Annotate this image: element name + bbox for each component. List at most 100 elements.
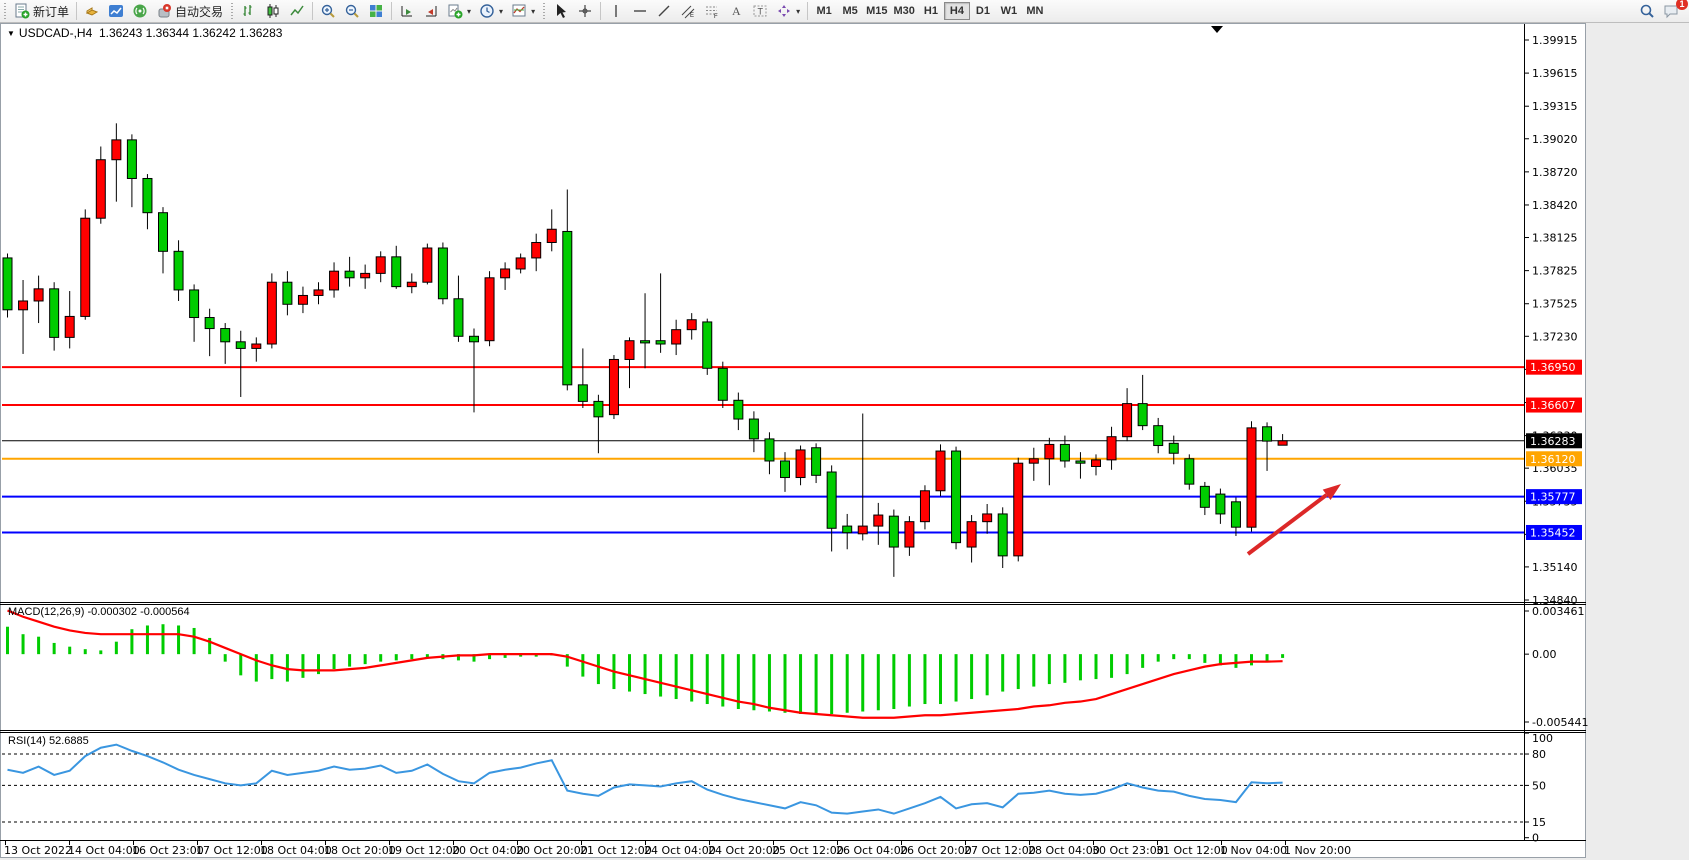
timeframe-m15-button[interactable]: M15: [863, 2, 890, 20]
auto-scroll-button[interactable]: [395, 1, 419, 21]
timeframe-group: M1 M5 M15 M30 H1 H4 D1 W1 MN: [811, 2, 1048, 20]
dropdown-arrow-icon: ▾: [499, 6, 504, 16]
channel-icon: E: [681, 5, 695, 19]
bar-chart-type-button[interactable]: [237, 1, 261, 21]
svg-text:1.35777: 1.35777: [1530, 491, 1576, 504]
trend-arrow[interactable]: [1246, 484, 1341, 556]
candlestick-chart-type-button[interactable]: [261, 1, 285, 21]
svg-text:20 Oct 20:00: 20 Oct 20:00: [516, 844, 588, 857]
timeframe-m1-button[interactable]: M1: [811, 2, 837, 20]
new-order-button[interactable]: 新订单: [10, 1, 73, 21]
symbol-dropdown-icon[interactable]: ▼: [7, 29, 15, 38]
timeframe-mn-button[interactable]: MN: [1022, 2, 1048, 20]
svg-text:T: T: [758, 7, 764, 17]
equidistant-channel-button[interactable]: E: [676, 1, 700, 21]
svg-text:1.38720: 1.38720: [1532, 166, 1578, 179]
svg-text:1.39915: 1.39915: [1532, 34, 1578, 47]
new-order-label: 新订单: [33, 4, 70, 19]
timeframe-m30-button[interactable]: M30: [891, 2, 918, 20]
hline-1.36950[interactable]: 1.36950: [2, 359, 1582, 375]
search-button[interactable]: [1635, 1, 1659, 21]
hline-1.35452[interactable]: 1.35452: [2, 524, 1582, 540]
timeframe-m5-button[interactable]: M5: [837, 2, 863, 20]
svg-text:1.39020: 1.39020: [1532, 133, 1578, 146]
toolbar-separator: [76, 2, 78, 20]
pane-frame: [0, 24, 1586, 841]
arrows-button[interactable]: ▾: [772, 1, 804, 21]
dropdown-arrow-icon: ▾: [531, 6, 536, 16]
vertical-line-button[interactable]: [604, 1, 628, 21]
toolbar-grip[interactable]: [542, 3, 548, 19]
main-toolbar: 新订单 自动交易 ▾ ▾: [0, 0, 1689, 23]
chart-shift-icon: [426, 6, 437, 17]
timeframe-h4-button[interactable]: H4: [943, 2, 970, 20]
auto-trading-button[interactable]: 自动交易: [152, 1, 227, 21]
template-chart-icon: [512, 4, 526, 17]
community-chart-icon: [109, 5, 124, 17]
svg-text:1.36120: 1.36120: [1530, 453, 1576, 466]
svg-text:1.35140: 1.35140: [1532, 561, 1578, 574]
clock-icon: [480, 4, 494, 18]
svg-text:24 Oct 20:00: 24 Oct 20:00: [708, 844, 780, 857]
template-button[interactable]: ▾: [507, 1, 539, 21]
auto-trading-label: 自动交易: [175, 4, 224, 19]
community-button[interactable]: [104, 1, 128, 21]
timeframe-d1-button[interactable]: D1: [970, 2, 996, 20]
trendline-button[interactable]: [652, 1, 676, 21]
chart-shift-marker[interactable]: [1211, 26, 1223, 33]
hline-1.36283[interactable]: 1.36283: [2, 433, 1582, 449]
timeframe-h1-button[interactable]: H1: [918, 2, 944, 20]
crosshair-button[interactable]: [573, 1, 597, 21]
charts-bar-button[interactable]: [80, 1, 104, 21]
macd-layer[interactable]: 0.003461 0.00 -0.005441: [6, 605, 1588, 729]
svg-text:1.39315: 1.39315: [1532, 100, 1578, 113]
line-chart-type-button[interactable]: [285, 1, 309, 21]
svg-text:16 Oct 23:00: 16 Oct 23:00: [132, 844, 204, 857]
period-clock-button[interactable]: ▾: [475, 1, 507, 21]
hline-1.36607[interactable]: 1.36607: [2, 397, 1582, 413]
horizontal-line-icon: [634, 10, 647, 12]
horizontal-line-button[interactable]: [628, 1, 652, 21]
tile-windows-icon: [370, 5, 383, 17]
text-label-button[interactable]: T: [748, 1, 772, 21]
svg-text:1.37825: 1.37825: [1532, 265, 1578, 278]
zoom-in-button[interactable]: [316, 1, 340, 21]
notifications-button[interactable]: 1: [1659, 0, 1688, 21]
svg-text:100: 100: [1532, 732, 1553, 745]
svg-text:A: A: [732, 4, 741, 18]
svg-text:26 Oct 04:00: 26 Oct 04:00: [836, 844, 908, 857]
candles-layer[interactable]: [2, 123, 1288, 577]
hline-1.36120[interactable]: 1.36120: [2, 451, 1582, 467]
rsi-layer[interactable]: 100 80 50 15 0: [2, 732, 1553, 845]
price-axis[interactable]: 1.39915 1.39615 1.39315 1.39020 1.38720 1.384…: [1524, 34, 1578, 607]
fibonacci-button[interactable]: F: [700, 1, 724, 21]
toolbar-separator: [600, 2, 602, 20]
svg-text:24 Oct 04:00: 24 Oct 04:00: [644, 844, 716, 857]
toolbar-grip[interactable]: [3, 3, 8, 19]
svg-text:27 Oct 12:00: 27 Oct 12:00: [964, 844, 1036, 857]
signals-button[interactable]: [128, 1, 152, 21]
svg-text:1.35452: 1.35452: [1530, 526, 1576, 539]
auto-trading-icon: [158, 4, 172, 18]
new-chart-icon: [448, 4, 463, 19]
chart-title-ohlc: 1.36243 1.36344 1.36242 1.36283: [98, 26, 283, 40]
cursor-button[interactable]: [549, 1, 573, 21]
chart-shift-button[interactable]: [419, 1, 443, 21]
zoom-in-icon: [321, 4, 335, 18]
text-button[interactable]: A: [724, 1, 748, 21]
toolbar-grip[interactable]: [230, 3, 236, 19]
timeframe-w1-button[interactable]: W1: [996, 2, 1022, 20]
dropdown-arrow-icon: ▾: [796, 6, 801, 16]
svg-text:26 Oct 20:00: 26 Oct 20:00: [900, 844, 972, 857]
zoom-out-button[interactable]: [340, 1, 364, 21]
svg-text:0.00: 0.00: [1532, 648, 1557, 661]
svg-text:-0.005441: -0.005441: [1532, 716, 1588, 729]
svg-text:0.003461: 0.003461: [1532, 605, 1585, 618]
new-chart-button[interactable]: ▾: [443, 1, 475, 21]
tile-windows-button[interactable]: [364, 1, 388, 21]
svg-text:21 Oct 12:00: 21 Oct 12:00: [580, 844, 652, 857]
hline-1.35777[interactable]: 1.35777: [2, 489, 1582, 505]
rsi-indicator-label: RSI(14) 52.6885: [8, 735, 89, 747]
